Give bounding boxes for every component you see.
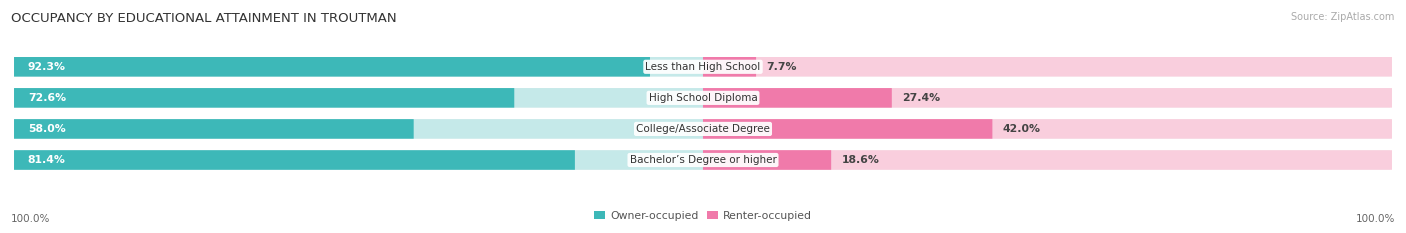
FancyBboxPatch shape — [703, 88, 891, 108]
FancyBboxPatch shape — [703, 88, 1392, 108]
FancyBboxPatch shape — [14, 57, 650, 77]
FancyBboxPatch shape — [703, 150, 1392, 170]
FancyBboxPatch shape — [703, 119, 1392, 139]
Text: 18.6%: 18.6% — [841, 155, 879, 165]
Text: 58.0%: 58.0% — [28, 124, 66, 134]
FancyBboxPatch shape — [703, 119, 993, 139]
FancyBboxPatch shape — [14, 150, 703, 170]
FancyBboxPatch shape — [703, 150, 831, 170]
Text: 100.0%: 100.0% — [11, 214, 51, 224]
Text: 42.0%: 42.0% — [1002, 124, 1040, 134]
Text: 27.4%: 27.4% — [903, 93, 941, 103]
FancyBboxPatch shape — [14, 87, 1392, 109]
FancyBboxPatch shape — [14, 150, 575, 170]
FancyBboxPatch shape — [14, 56, 1392, 78]
FancyBboxPatch shape — [703, 57, 1392, 77]
Text: Bachelor’s Degree or higher: Bachelor’s Degree or higher — [630, 155, 776, 165]
FancyBboxPatch shape — [14, 88, 515, 108]
FancyBboxPatch shape — [14, 119, 413, 139]
FancyBboxPatch shape — [14, 88, 703, 108]
Text: 81.4%: 81.4% — [28, 155, 66, 165]
FancyBboxPatch shape — [703, 57, 756, 77]
Text: Less than High School: Less than High School — [645, 62, 761, 72]
Text: 100.0%: 100.0% — [1355, 214, 1395, 224]
Text: College/Associate Degree: College/Associate Degree — [636, 124, 770, 134]
Text: High School Diploma: High School Diploma — [648, 93, 758, 103]
FancyBboxPatch shape — [14, 57, 703, 77]
FancyBboxPatch shape — [14, 149, 1392, 171]
Text: 7.7%: 7.7% — [766, 62, 797, 72]
Text: OCCUPANCY BY EDUCATIONAL ATTAINMENT IN TROUTMAN: OCCUPANCY BY EDUCATIONAL ATTAINMENT IN T… — [11, 12, 396, 25]
FancyBboxPatch shape — [14, 118, 1392, 140]
Text: Source: ZipAtlas.com: Source: ZipAtlas.com — [1291, 12, 1395, 22]
Text: 72.6%: 72.6% — [28, 93, 66, 103]
Legend: Owner-occupied, Renter-occupied: Owner-occupied, Renter-occupied — [589, 206, 817, 225]
FancyBboxPatch shape — [14, 119, 703, 139]
Text: 92.3%: 92.3% — [28, 62, 66, 72]
